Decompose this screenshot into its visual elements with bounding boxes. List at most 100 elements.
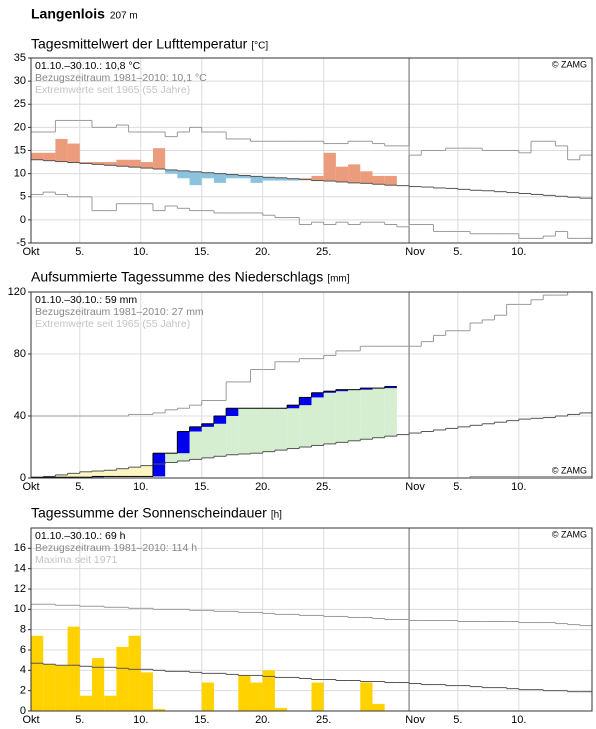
x-tick-label: Okt <box>22 246 39 258</box>
difference-area <box>140 465 153 477</box>
deviation-bar <box>213 173 227 183</box>
y-tick-label: 0 <box>20 214 26 226</box>
deviation-bar <box>128 159 141 168</box>
bar <box>55 665 68 711</box>
x-tick-label: 10. <box>133 714 148 726</box>
chart-unit: [°C] <box>251 41 268 52</box>
increment-bar <box>299 397 312 406</box>
annotation: 01.10.–30.10.: 69 h <box>35 530 126 542</box>
deviation-bar <box>323 152 336 182</box>
annotation: 01.10.–30.10.: 10,8 °C <box>35 60 141 72</box>
increment-bar <box>384 386 397 389</box>
difference-area <box>79 471 92 478</box>
x-tick-label: 10. <box>133 246 148 258</box>
y-tick-label: 12 <box>14 583 26 595</box>
bar <box>91 658 105 711</box>
x-tick-label: Nov <box>405 481 425 493</box>
difference-area <box>348 389 361 441</box>
y-tick-label: 0 <box>20 472 26 484</box>
deviation-bar <box>79 162 92 164</box>
x-tick-label: 5. <box>453 714 462 726</box>
x-tick-label: 20. <box>255 481 270 493</box>
y-tick-label: 2 <box>20 685 26 697</box>
x-tick-label: Nov <box>405 246 425 258</box>
x-tick-label: 20. <box>255 714 270 726</box>
chart-title: Tagesmittelwert der Lufttemperatur <box>31 36 248 52</box>
bar <box>116 646 129 711</box>
x-tick-label: 10. <box>511 246 526 258</box>
bar <box>31 635 44 711</box>
annotation: Bezugszeitraum 1981–2010: 114 h <box>35 542 197 554</box>
difference-area <box>165 453 178 463</box>
deviation-bar <box>55 138 68 162</box>
deviation-bar <box>384 175 397 186</box>
annotation: Extremwerte seit 1965 (55 Jahre) <box>35 84 190 96</box>
increment-bar <box>213 416 227 424</box>
annotation: Maxima seit 1971 <box>35 554 117 566</box>
bar <box>311 682 324 711</box>
deviation-bar <box>372 175 385 185</box>
difference-area <box>311 392 324 446</box>
y-tick-label: 0 <box>20 705 26 717</box>
difference-area <box>201 423 214 458</box>
chart-title: Aufsummierte Tagessumme des Niederschlag… <box>31 269 323 285</box>
difference-area <box>55 474 68 478</box>
increment-bar <box>335 389 349 392</box>
x-tick-label: 5. <box>453 246 462 258</box>
y-tick-label: 8 <box>20 624 26 636</box>
y-tick-label: 30 <box>14 75 26 87</box>
difference-area <box>189 426 202 460</box>
difference-area <box>91 471 105 477</box>
x-tick-label: 5. <box>75 714 84 726</box>
deviation-bar <box>189 171 202 186</box>
deviation-bar <box>116 159 129 167</box>
difference-area <box>287 405 300 449</box>
deviation-bar <box>274 177 288 181</box>
increment-bar <box>152 453 166 477</box>
deviation-bar <box>360 171 373 184</box>
credit: © ZAMG <box>552 529 587 539</box>
deviation-bar <box>335 166 349 182</box>
y-tick-label: 15 <box>14 144 26 156</box>
annotation: Bezugszeitraum 1981–2010: 10,1 °C <box>35 72 207 84</box>
y-tick-label: 35 <box>14 52 26 64</box>
bar <box>128 635 141 711</box>
difference-area <box>238 408 251 454</box>
increment-bar <box>177 431 190 454</box>
y-tick-label: 6 <box>20 644 26 656</box>
x-tick-label: 25. <box>316 246 331 258</box>
y-tick-label: 10 <box>14 168 26 180</box>
station-name: Langenlois <box>31 6 105 22</box>
bar <box>152 708 166 711</box>
x-tick-label: 15. <box>194 246 209 258</box>
chart-unit: [mm] <box>327 274 349 285</box>
x-tick-label: Okt <box>22 481 39 493</box>
difference-area <box>360 388 373 440</box>
x-tick-label: 10. <box>511 714 526 726</box>
x-tick-label: 20. <box>255 246 270 258</box>
deviation-bar <box>67 143 80 163</box>
difference-area <box>323 391 336 444</box>
difference-area <box>384 386 397 437</box>
y-tick-label: 80 <box>14 348 26 360</box>
bar <box>201 682 214 711</box>
credit: © ZAMG <box>552 465 587 475</box>
bar <box>238 675 251 711</box>
difference-area <box>128 467 141 477</box>
x-tick-label: Okt <box>22 714 39 726</box>
y-tick-label: 5 <box>20 191 26 203</box>
deviation-bar <box>348 164 361 183</box>
bar <box>43 664 56 711</box>
difference-area <box>104 470 117 477</box>
deviation-bar <box>31 152 44 160</box>
increment-bar <box>189 426 202 432</box>
deviation-bar <box>238 175 251 179</box>
difference-area <box>226 408 239 455</box>
annotation: 01.10.–30.10.: 59 mm <box>35 294 137 306</box>
x-tick-label: 5. <box>453 481 462 493</box>
deviation-bar <box>201 172 214 179</box>
plot-frame <box>30 527 593 712</box>
deviation-bar <box>262 177 275 181</box>
bar <box>67 626 80 711</box>
